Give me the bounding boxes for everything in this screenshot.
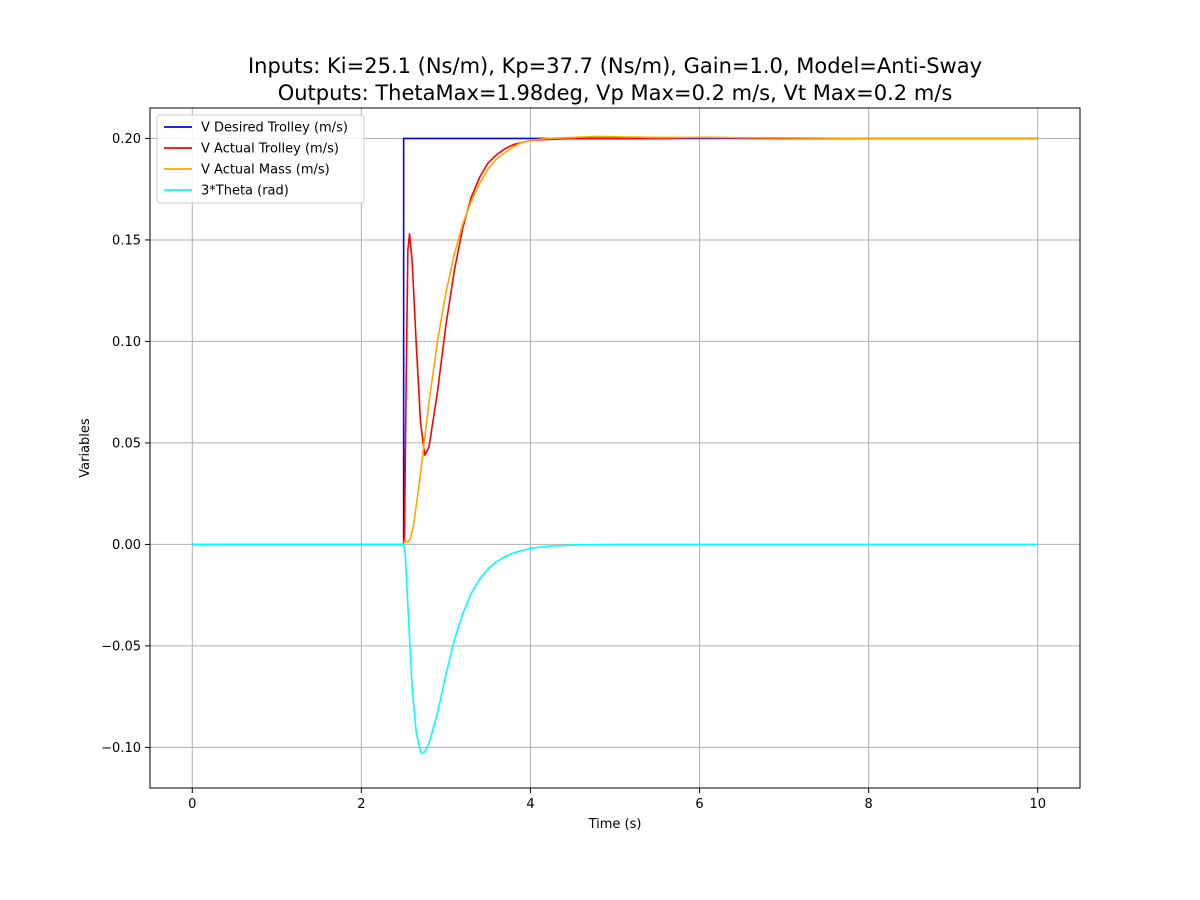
series-line-2 [192, 136, 1038, 546]
legend-entry: V Desired Trolley (m/s) [201, 121, 348, 136]
legend-box [156, 114, 365, 204]
series-line-4 [192, 543, 1038, 755]
y-tick-label: 0.15 [112, 233, 141, 248]
x-tick-label: 2 [357, 797, 365, 812]
plot-frame [149, 107, 1081, 789]
x-tick-label: 10 [1029, 797, 1046, 812]
ticks: 0 2 4 6 8 10 −0.10 −0.05 0.00 0.05 0.10 0.15 0.20 [101, 132, 1046, 812]
legend-entry: V Actual Mass (m/s) [201, 163, 330, 178]
x-tick-label: 4 [526, 797, 534, 812]
x-axis-label: Time (s) [588, 817, 642, 832]
y-tick-label: 0.20 [112, 132, 141, 147]
y-tick-label: −0.05 [101, 639, 141, 654]
y-axis-label: Variables [78, 418, 93, 478]
series-lines [192, 135, 1038, 755]
chart-title-line1: Inputs: Ki=25.1 (Ns/m), Kp=37.7 (Ns/m), … [248, 54, 982, 78]
chart-title-line2: Outputs: ThetaMax=1.98deg, Vp Max=0.2 m/… [278, 81, 953, 105]
legend-entry: V Actual Trolley (m/s) [201, 142, 339, 157]
legend-entry: 3*Theta (rad) [201, 184, 289, 199]
y-tick-label: 0.10 [112, 335, 141, 350]
legend: V Desired Trolley (m/s) V Actual Trolley … [156, 114, 365, 204]
series-line-3 [192, 135, 1038, 546]
x-tick-label: 0 [188, 797, 196, 812]
x-tick-label: 8 [864, 797, 872, 812]
y-tick-label: 0.00 [112, 538, 141, 553]
x-tick-label: 6 [695, 797, 703, 812]
y-tick-label: −0.10 [101, 741, 141, 756]
y-tick-label: 0.05 [112, 436, 141, 451]
